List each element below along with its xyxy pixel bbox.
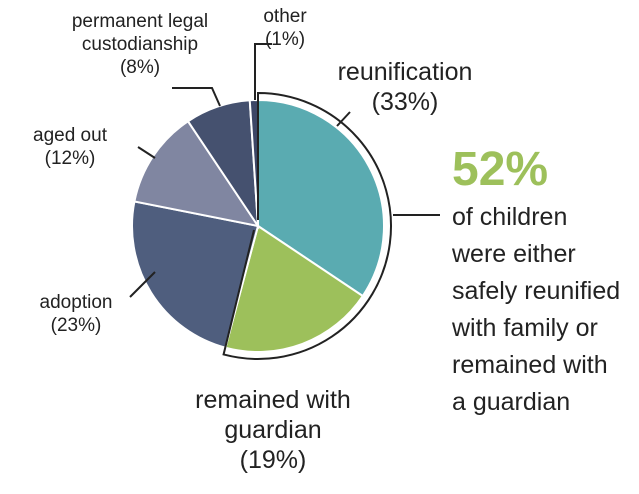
leader-line bbox=[137, 146, 156, 159]
annotation-headline: 52% bbox=[452, 143, 549, 196]
slice-label: aged out (12%) bbox=[33, 125, 107, 169]
slice-label: reunification (33%) bbox=[337, 58, 473, 116]
group-outline bbox=[222, 91, 392, 360]
leader-line bbox=[172, 87, 221, 107]
slice-label: remained with guardian (19%) bbox=[195, 386, 351, 474]
leader-line bbox=[254, 43, 272, 100]
pie bbox=[131, 98, 385, 353]
pie-slice bbox=[224, 224, 365, 353]
leader-line bbox=[129, 271, 156, 298]
pie-slice bbox=[131, 200, 260, 349]
slice-label: adoption (23%) bbox=[39, 292, 113, 336]
leader-line bbox=[336, 111, 351, 127]
annotation-text: of children were either safely reunified… bbox=[452, 203, 621, 416]
slice-label: other (1%) bbox=[263, 6, 307, 50]
slice-label: permanent legal custodianship (8%) bbox=[71, 11, 209, 78]
